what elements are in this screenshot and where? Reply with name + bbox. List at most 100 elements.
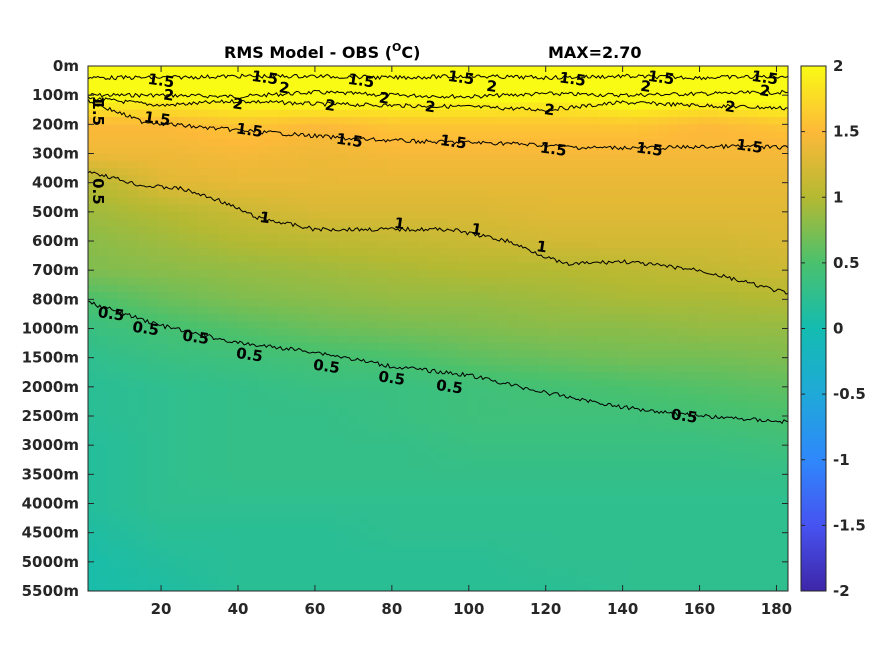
heatmap-cell (238, 160, 249, 169)
heatmap-cell (88, 80, 99, 89)
heatmap-cell (318, 270, 329, 279)
heatmap-cell (508, 481, 519, 490)
heatmap-cell (618, 481, 629, 490)
heatmap-cell (128, 467, 139, 475)
heatmap-cell (618, 292, 629, 300)
heatmap-cell (238, 343, 249, 351)
heatmap-cell (618, 379, 629, 388)
heatmap-cell (238, 372, 249, 381)
heatmap-cell (428, 452, 439, 461)
heatmap-cell (558, 364, 569, 373)
heatmap-cell (228, 525, 239, 534)
heatmap-cell (178, 248, 189, 257)
heatmap-cell (738, 335, 749, 344)
heatmap-cell (448, 95, 459, 104)
heatmap-cell (428, 518, 439, 526)
heatmap-cell (108, 554, 119, 563)
heatmap-cell (688, 335, 699, 344)
heatmap-cell (458, 430, 469, 439)
heatmap-cell (98, 430, 109, 439)
heatmap-cell (388, 386, 399, 395)
heatmap-cell (588, 73, 599, 82)
heatmap-cell (368, 175, 379, 184)
heatmap-cell (728, 219, 739, 228)
heatmap-cell (598, 459, 609, 468)
heatmap-cell (468, 394, 479, 403)
heatmap-cell (518, 525, 529, 534)
heatmap-cell (458, 408, 469, 417)
heatmap-cell (228, 248, 239, 257)
heatmap-cell (558, 547, 569, 556)
heatmap-cell (558, 474, 569, 483)
heatmap-cell (168, 109, 179, 118)
heatmap-cell (748, 372, 759, 381)
heatmap-cell (648, 255, 659, 264)
heatmap-cell (618, 437, 629, 446)
heatmap-cell (318, 423, 329, 432)
heatmap-cell (558, 459, 569, 468)
heatmap-cell (418, 525, 429, 534)
heatmap-cell (188, 87, 199, 96)
heatmap-cell (388, 146, 399, 155)
heatmap-cell (668, 569, 679, 578)
heatmap-cell (218, 87, 229, 96)
heatmap-cell (108, 547, 119, 556)
heatmap-cell (328, 255, 339, 264)
heatmap-cell (178, 168, 189, 176)
heatmap-cell (118, 270, 129, 279)
heatmap-cell (738, 401, 749, 410)
heatmap-cell (328, 197, 339, 206)
heatmap-cell (588, 87, 599, 96)
heatmap-cell (158, 496, 169, 505)
heatmap-cell (538, 510, 549, 519)
heatmap-cell (328, 547, 339, 556)
heatmap-cell (638, 197, 649, 206)
heatmap-cell (228, 554, 239, 563)
heatmap-cell (288, 117, 299, 125)
heatmap-cell (528, 437, 539, 446)
heatmap-cell (198, 394, 209, 403)
heatmap-cell (128, 569, 139, 578)
heatmap-cell (158, 386, 169, 395)
heatmap-cell (758, 204, 769, 213)
heatmap-cell (158, 569, 169, 578)
heatmap-cell (128, 503, 139, 512)
heatmap-cell (278, 284, 289, 293)
heatmap-cell (538, 277, 549, 286)
heatmap-cell (328, 583, 339, 591)
heatmap-cell (728, 423, 739, 432)
heatmap-cell (658, 350, 669, 359)
heatmap-cell (268, 292, 279, 300)
heatmap-cell (288, 328, 299, 337)
heatmap-cell (588, 547, 599, 556)
heatmap-cell (608, 131, 619, 140)
heatmap-cell (728, 153, 739, 162)
heatmap-cell (348, 467, 359, 475)
heatmap-cell (568, 445, 579, 454)
heatmap-cell (648, 153, 659, 162)
heatmap-cell (288, 386, 299, 395)
heatmap-cell (578, 66, 589, 74)
heatmap-cell (468, 175, 479, 184)
heatmap-cell (568, 372, 579, 381)
heatmap-cell (278, 518, 289, 526)
heatmap-cell (398, 175, 409, 184)
heatmap-cell (568, 284, 579, 293)
heatmap-cell (368, 394, 379, 403)
heatmap-cell (548, 423, 559, 432)
heatmap-cell (428, 488, 439, 497)
heatmap-cell (258, 430, 269, 439)
heatmap-cell (98, 102, 109, 111)
heatmap-cell (408, 437, 419, 446)
heatmap-cell (128, 182, 139, 191)
heatmap-cell (128, 518, 139, 526)
heatmap-cell (218, 73, 229, 82)
heatmap-cell (508, 561, 519, 570)
heatmap-cell (768, 467, 779, 475)
heatmap-cell (748, 394, 759, 403)
heatmap-cell (118, 357, 129, 366)
heatmap-cell (348, 211, 359, 220)
heatmap-cell (218, 182, 229, 191)
heatmap-cell (678, 379, 689, 388)
heatmap-cell (298, 372, 309, 381)
